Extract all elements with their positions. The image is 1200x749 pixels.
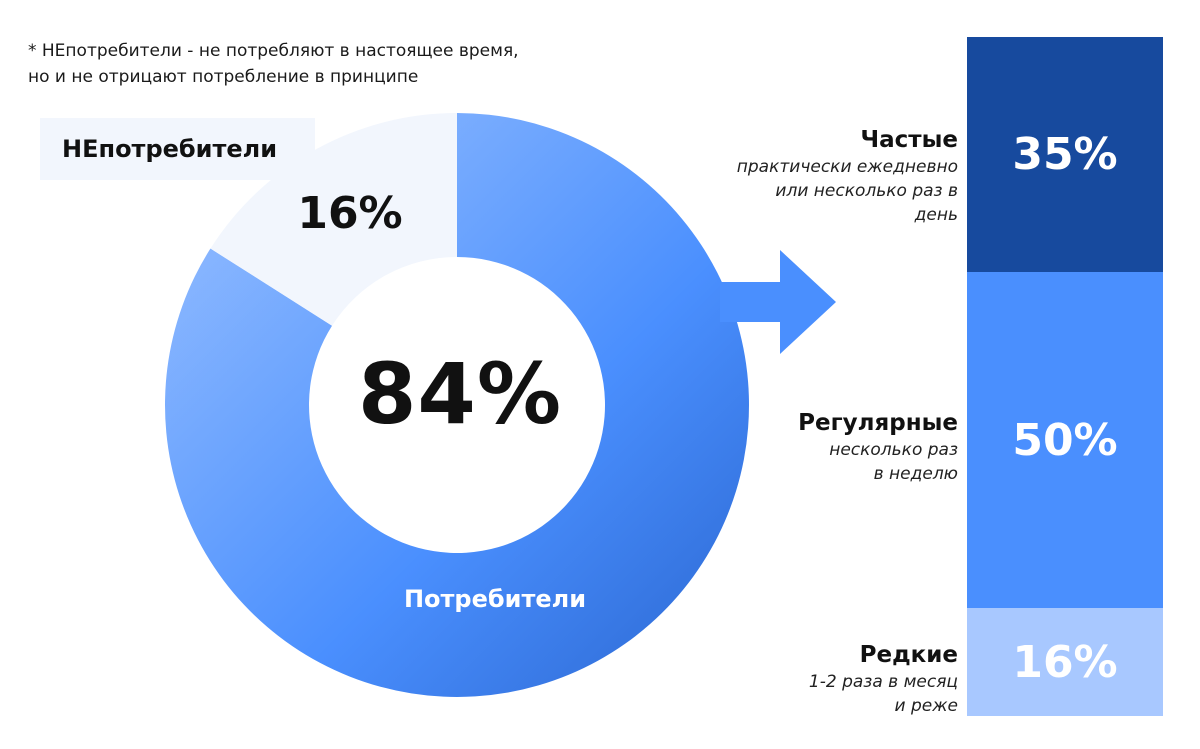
footnote-line-2: но и не отрицают потребление в принципе (28, 67, 419, 87)
footnote: * НЕпотребители - не потребляют в настоя… (28, 38, 519, 90)
category-frequent-desc-3: день (914, 205, 958, 225)
category-rare-name: Редкие (859, 642, 958, 668)
category-frequent: Частые практически ежедневно или несколь… (737, 125, 958, 227)
consumers-label: Потребители (403, 585, 587, 613)
category-regular: Регулярные несколько раз в неделю (798, 408, 958, 486)
category-frequent-desc-2: или несколько раз в (775, 181, 958, 201)
category-rare-desc-2: и реже (894, 696, 958, 716)
non-consumers-label: НЕпотребители (40, 118, 315, 180)
category-rare-desc-1: 1-2 раза в месяц (808, 672, 958, 692)
category-rare: Редкие 1-2 раза в месяц и реже (809, 640, 958, 718)
bar-frequent: 35% (967, 37, 1163, 273)
bar-frequent-value: 35% (1012, 129, 1118, 181)
bar-rare: 16% (967, 608, 1163, 716)
bar-regular: 50% (967, 272, 1163, 609)
bar-regular-value: 50% (1012, 414, 1118, 466)
donut-slice-consumers (164, 113, 749, 697)
arrow-right-icon (720, 250, 836, 354)
category-regular-desc-1: несколько раз (829, 440, 958, 460)
bar-rare-value: 16% (1012, 636, 1118, 688)
category-frequent-name: Частые (860, 127, 958, 153)
footnote-line-1: * НЕпотребители - не потребляют в настоя… (28, 41, 519, 61)
non-consumers-percent: 16% (297, 188, 403, 239)
consumers-percent: 84% (357, 345, 563, 443)
donut-slice-non-consumers (210, 113, 457, 326)
category-regular-desc-2: в неделю (873, 464, 958, 484)
frequency-stacked-bar: 35% 50% 16% (967, 37, 1163, 716)
category-regular-name: Регулярные (798, 410, 958, 436)
donut-chart (164, 113, 749, 697)
category-frequent-desc-1: практически ежедневно (736, 157, 958, 177)
